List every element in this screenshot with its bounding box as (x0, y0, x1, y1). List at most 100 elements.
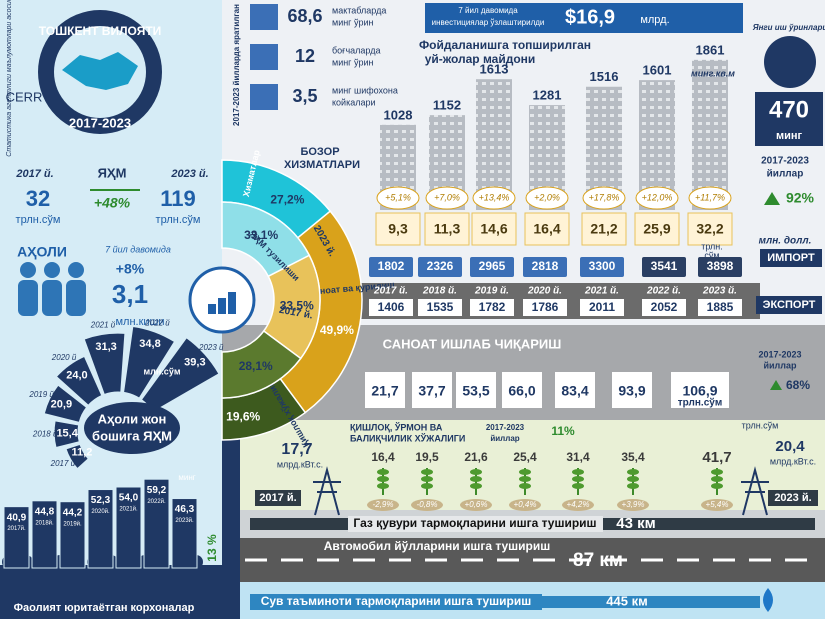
social-value: 3,5 (292, 86, 317, 106)
housing-value: 1516 (590, 69, 619, 84)
export-box (369, 299, 413, 316)
structure-value: 33,5% (280, 298, 314, 312)
industry-value: 83,4 (561, 383, 588, 399)
plant-leaf (711, 483, 723, 489)
plant-leaf (572, 469, 584, 475)
import-truck (642, 257, 686, 277)
per-capita-value: 39,3 (184, 357, 205, 369)
plant-leaf (377, 476, 389, 482)
year-tag (768, 490, 818, 506)
structure-value: 19,6% (226, 409, 260, 423)
electricity-value: 17,7 (281, 441, 312, 458)
agri-value: 31,4 (566, 450, 590, 464)
housing-value: 1613 (480, 62, 509, 77)
electricity-unit: млрд.кВт.с. (770, 456, 816, 466)
agri-value: 25,4 (513, 450, 537, 464)
services-box (687, 212, 733, 246)
import-label: ИМПОРТ (767, 252, 815, 264)
enterprise-value: 44,8 (35, 506, 55, 517)
growth-badge (376, 186, 420, 210)
export-value: 1782 (479, 300, 506, 314)
growth-badge (525, 186, 569, 210)
social-text: койкалари (332, 97, 376, 107)
social-value: 12 (295, 46, 315, 66)
plant-leaf (627, 469, 639, 475)
services-value: 32,2 (696, 221, 723, 237)
services-box (471, 212, 517, 246)
per-capita-wedge (123, 325, 176, 399)
trade-year: 2023 й. (702, 286, 737, 297)
person-icon (66, 280, 86, 316)
jobs-growth: 92% (786, 190, 815, 206)
per-capita-unit: млн.сўм (144, 366, 181, 376)
industry-box (456, 372, 496, 408)
per-capita-year: 2020 й (51, 353, 77, 362)
enterprise-value: 46,3 (175, 504, 195, 515)
plant-leaf (470, 469, 482, 475)
per-capita-value: 31,3 (95, 341, 116, 353)
jobs-value: 470 (769, 96, 809, 123)
per-capita-year: 2021 й (90, 320, 116, 329)
agri-value: 21,6 (464, 450, 488, 464)
grp-label: ЯҲМ (98, 165, 127, 180)
industry-title: САНОАТ ИШЛАБ ЧИҚАРИШ (383, 336, 562, 351)
plant-leaf (711, 476, 723, 482)
per-capita-wedge (53, 420, 80, 449)
services-title: ХИЗМАТЛАРИ (284, 159, 360, 171)
plant-leaf (519, 469, 531, 475)
services-growth: +17,8% (589, 192, 620, 202)
trade-year: 2019 й. (474, 286, 509, 297)
agri-rate: +4,2% (567, 500, 590, 509)
power-tower (313, 466, 341, 516)
enterprise-bar (59, 501, 86, 569)
per-capita-year: 2017 й (50, 459, 76, 468)
export-value: 1786 (532, 300, 559, 314)
jobs-unit: минг (776, 130, 803, 142)
industry-box (555, 372, 595, 408)
plant-leaf (470, 476, 482, 482)
plant-leaf (377, 483, 389, 489)
enterprise-growth: 13 % (205, 534, 219, 562)
per-capita-wedge (55, 355, 103, 406)
social-text: минг шифохона (332, 85, 398, 95)
export-box (698, 299, 742, 316)
per-capita-value: 15,4 (56, 428, 78, 440)
growth-badge (509, 499, 541, 511)
agri-title: ҚИШЛОҚ, ЎРМОН ВА (350, 421, 443, 432)
road-value: 87 км (573, 550, 623, 571)
per-capita-year: 2023 й (198, 343, 224, 352)
power-tower (741, 466, 769, 516)
social-icon (250, 44, 278, 70)
agri-unit: трлн.сўм (742, 420, 779, 430)
enterprise-bar (171, 498, 198, 569)
agri-rate: +5,4% (706, 500, 729, 509)
water-drop (763, 588, 773, 612)
enterprise-value: 52,3 (91, 495, 111, 506)
year: 2023 й. (170, 168, 208, 180)
export-box (580, 299, 624, 316)
services-box (375, 212, 421, 246)
services-value: 25,9 (643, 221, 670, 237)
industry-box (671, 372, 729, 408)
enterprise-unit: минг (178, 473, 195, 482)
plant-leaf (627, 483, 639, 489)
social-text: мактабларда (332, 5, 386, 15)
export-value: 1885 (707, 300, 734, 314)
industry-growth: 68% (786, 378, 810, 392)
services-value: 16,4 (533, 221, 560, 237)
industry-box (612, 372, 652, 408)
growth-badge (367, 499, 399, 511)
growth-badge (472, 186, 516, 210)
year: 2017 й. (15, 168, 53, 180)
growth-badge (688, 186, 732, 210)
import-label-bg (760, 249, 822, 267)
enterprise-year: 2020й. (91, 508, 110, 515)
enterprise-value: 59,2 (147, 485, 167, 496)
enterprise-bar (3, 506, 30, 569)
export-label-bg (756, 296, 822, 314)
logo: CERR (6, 89, 43, 104)
growth-badge (617, 499, 649, 511)
industry-value: 66,0 (508, 383, 535, 399)
person-icon (42, 280, 62, 316)
enterprise-value: 54,0 (119, 493, 139, 504)
